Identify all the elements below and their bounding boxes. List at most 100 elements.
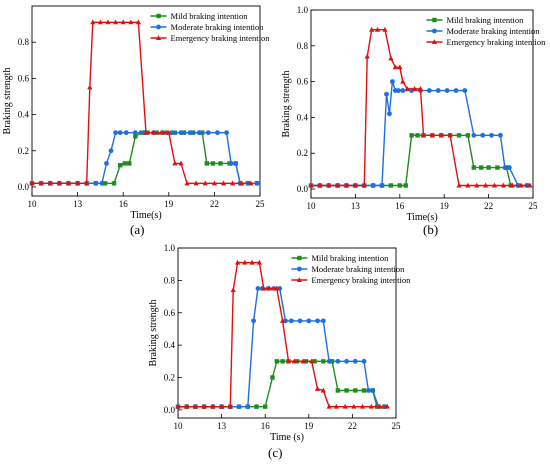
data-point [75,180,81,186]
series-line [32,131,257,185]
data-point [474,182,480,188]
y-axis-label: Braking strength [148,300,159,367]
data-point [120,19,126,25]
data-point [420,132,427,138]
data-point [111,181,117,186]
chart-panel-b: 10 13 16 19 22 25 0.0 0.2 0.4 0.6 0.8 1.0 Time(s) Bra… [275,0,550,240]
chart-svg: 10 13 16 19 22 25 0.0 0.2 0.4 0.6 0.8 1.0 Time (s) Br… [148,243,411,443]
data-point [122,161,127,166]
y-tick-label: 0.8 [297,41,309,51]
x-axis-label: Time (s) [270,432,304,443]
data-point [387,111,392,117]
y-tick-label: 0.4 [164,340,176,350]
data-point [230,287,236,293]
data-point [527,182,533,188]
data-point [447,132,453,138]
chart-panel-c: 10 13 16 19 22 25 0.0 0.2 0.4 0.6 0.8 1.0 Time (s) Br… [138,240,413,466]
data-point [320,318,326,324]
data-point [210,161,216,166]
x-tick-label: 19 [304,421,314,431]
data-point [412,85,418,91]
data-point [317,182,323,188]
data-point [90,19,96,25]
data-point [104,161,109,166]
data-point [343,182,350,188]
data-point [135,19,141,25]
data-point [404,85,410,91]
data-point [370,183,376,188]
data-point [417,85,424,91]
data-point [123,130,129,136]
data-point [326,358,332,364]
data-point [382,26,388,32]
data-point [175,403,181,409]
x-tick-label: 22 [348,421,357,431]
series-line [311,29,530,187]
x-tick-label: 10 [28,199,38,209]
data-point [335,388,341,393]
x-tick-label: 16 [261,421,271,431]
data-point [491,182,498,188]
data-point [204,161,209,166]
data-point [47,180,53,186]
data-point [143,129,149,135]
legend-marker [297,255,302,261]
data-point [390,79,395,85]
series-line [178,360,385,408]
legend-label: Mild braking intention [311,253,389,263]
data-point [400,88,406,93]
data-point [361,388,367,393]
legend-marker [431,39,438,44]
data-point [326,403,332,409]
data-point [178,160,184,166]
data-point [351,403,357,409]
x-tick-label: 25 [256,199,266,209]
y-tick-label: 0.6 [18,73,30,83]
data-point [369,26,375,32]
plot-frame [31,5,261,197]
legend-marker [296,266,302,272]
data-point [353,388,358,393]
x-tick-label: 22 [210,199,219,209]
data-point [242,259,248,265]
data-point [415,133,420,138]
data-point [266,285,273,291]
data-point [215,130,220,136]
data-point [280,318,286,323]
data-point [249,259,255,265]
data-point [409,133,414,138]
data-point [435,88,441,93]
data-point [456,182,462,188]
data-point [388,55,394,61]
data-point [228,161,234,166]
x-tick-label: 16 [119,199,129,209]
legend-label: Mild braking intention [171,11,249,21]
data-point [105,19,111,25]
data-point [87,84,93,90]
data-point [93,180,99,186]
data-point [158,129,164,135]
x-tick-label: 16 [395,201,405,211]
data-point [400,78,406,84]
data-point [335,358,341,364]
data-point [248,180,254,186]
series-line [32,131,257,185]
data-point [364,53,370,59]
data-point [465,133,471,138]
data-point [219,403,225,409]
y-tick-label: 0.6 [297,77,309,87]
data-point [333,403,340,409]
data-point [444,88,450,93]
data-point [178,130,184,136]
data-point [314,386,321,391]
data-point [342,403,348,409]
data-point [196,130,202,136]
data-point [506,165,512,170]
data-point [384,403,390,409]
x-axis-label: Time(s) [406,212,437,223]
data-point [326,182,332,188]
y-axis-label: Braking strength [281,71,292,138]
data-point [255,286,261,291]
data-point [211,180,217,186]
data-point [368,403,374,409]
